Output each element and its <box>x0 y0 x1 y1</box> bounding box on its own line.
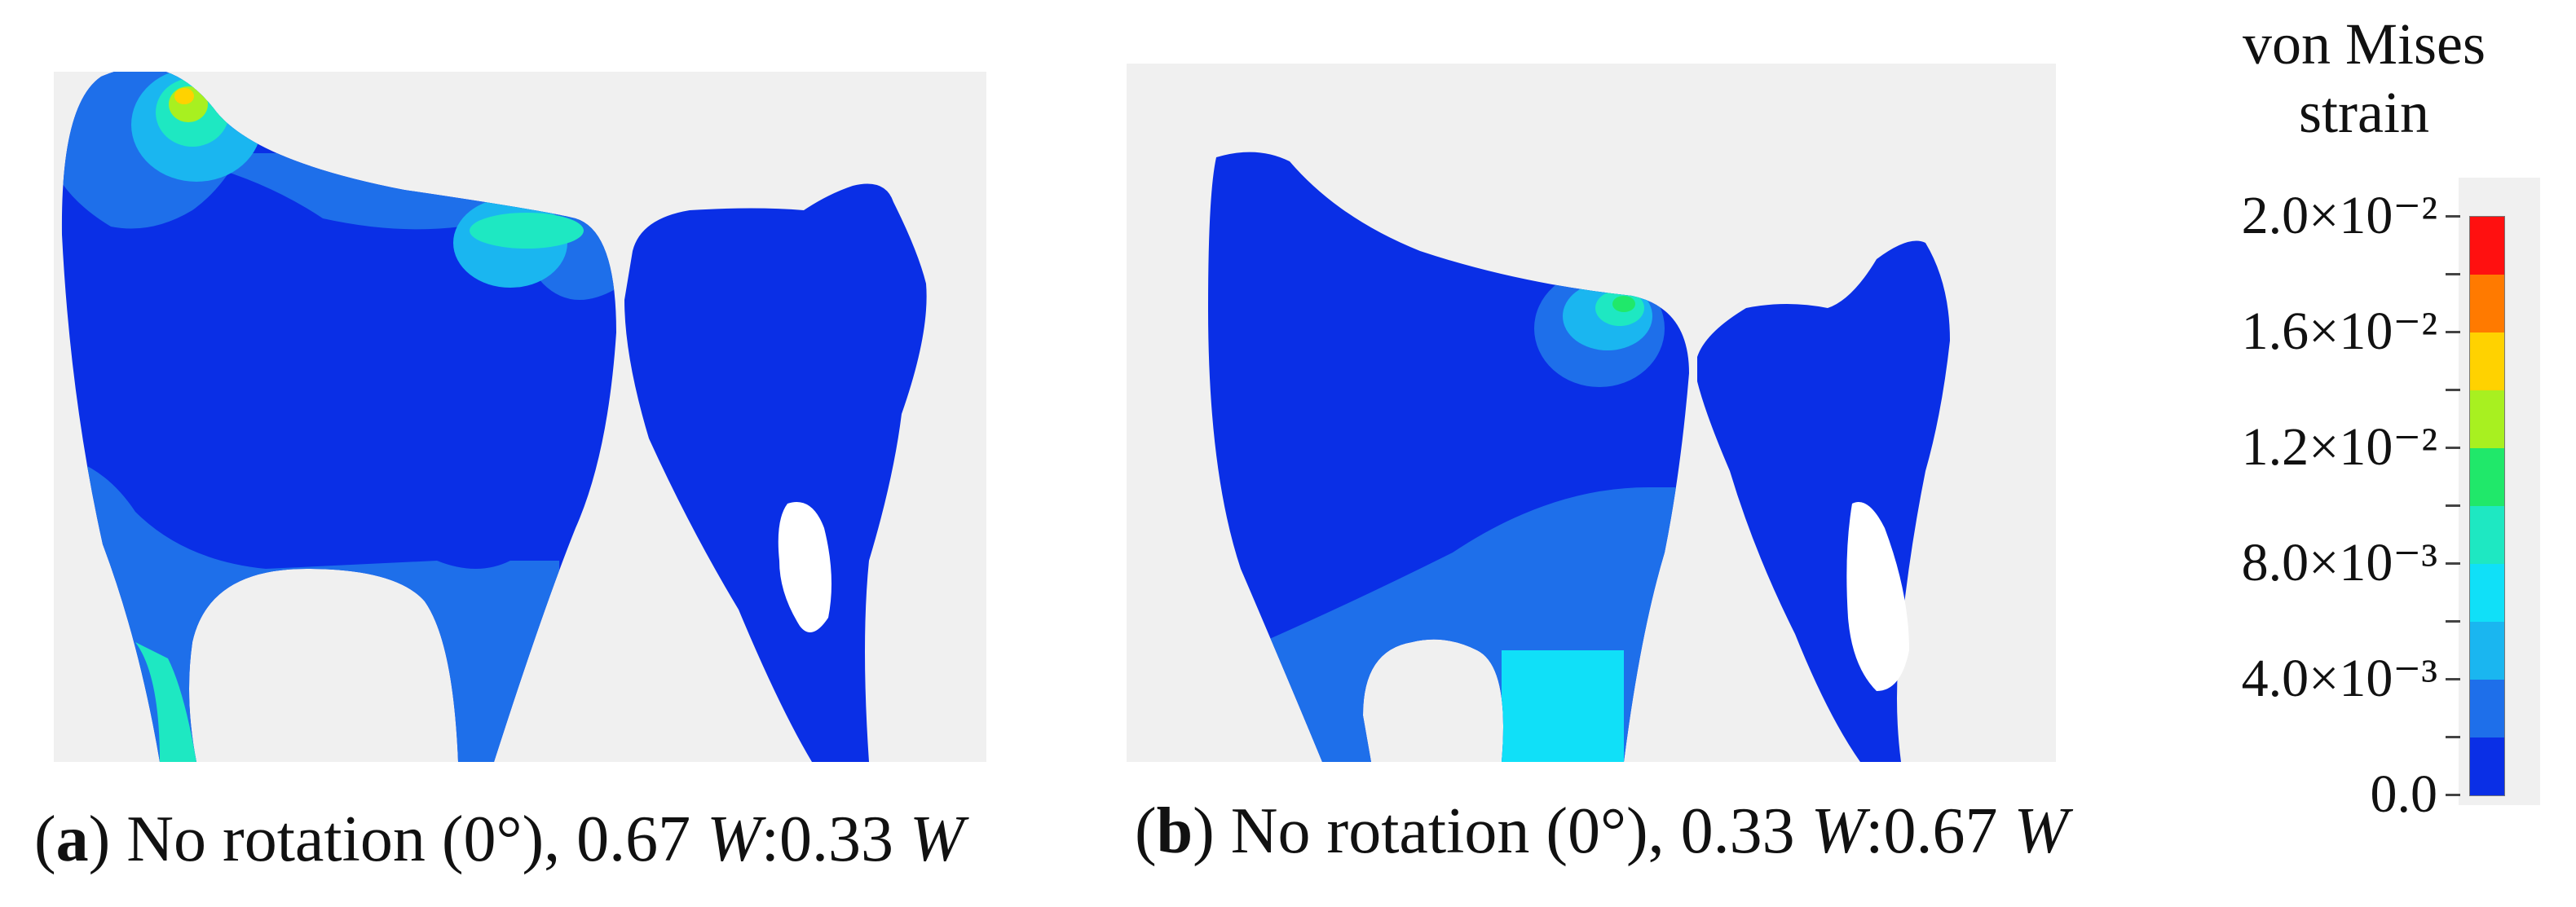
neighbor-tooth-a <box>624 183 927 762</box>
colorbar-scale <box>2469 216 2505 796</box>
colorbar-segment <box>2470 390 2504 448</box>
strain-zone-a6 <box>174 88 194 104</box>
root-canal-b <box>1846 502 1909 691</box>
caption-b: (b) No rotation (0°), 0.33 W:0.67 W <box>1135 795 2069 867</box>
legend-title: von Mises strain <box>2193 10 2535 147</box>
colorbar-ticks <box>2437 215 2462 796</box>
colorbar-tick <box>2446 389 2460 391</box>
colorbar-segment <box>2470 275 2504 332</box>
colorbar-segment <box>2470 680 2504 737</box>
contour-plot-a <box>54 72 986 762</box>
colorbar-tick <box>2446 562 2460 565</box>
colorbar-tick-label: 0.0 <box>2370 764 2438 824</box>
contour-plot-b <box>1127 64 2056 762</box>
colorbar-tick-labels: 2.0×10⁻² 1.6×10⁻² 1.2×10⁻² 8.0×10⁻³ 4.0×10⁻³… <box>2144 189 2437 821</box>
neighbor-tooth-b <box>1697 240 1950 762</box>
colorbar-segment <box>2470 622 2504 680</box>
colorbar-tick-label: 8.0×10⁻³ <box>2241 533 2437 592</box>
strain-zone-a8 <box>470 213 584 249</box>
strain-field-b <box>1208 152 1950 762</box>
colorbar-tick <box>2446 273 2460 275</box>
strain-zone-b2 <box>1502 650 1624 762</box>
root-canal-a <box>778 502 831 632</box>
colorbar-tick <box>2446 736 2460 738</box>
colorbar-tick <box>2446 620 2460 623</box>
colorbar-segment <box>2470 217 2504 275</box>
strain-zone-a10 <box>135 642 196 762</box>
colorbar-tick-label: 1.2×10⁻² <box>2241 417 2437 477</box>
colorbar-segment <box>2470 448 2504 506</box>
colorbar-segment <box>2470 332 2504 390</box>
colorbar-tick <box>2446 678 2460 680</box>
crown-base-b <box>1208 152 1689 762</box>
colorbar-tick-label: 2.0×10⁻² <box>2241 186 2437 245</box>
panel-label-a: a <box>55 804 89 875</box>
colorbar-tick-label: 4.0×10⁻³ <box>2241 649 2437 708</box>
colorbar-tick <box>2446 794 2460 796</box>
colorbar-tick-label: 1.6×10⁻² <box>2241 302 2437 361</box>
colorbar-tick <box>2446 504 2460 507</box>
strain-field-a <box>61 72 927 762</box>
colorbar-tick <box>2446 215 2460 218</box>
legend-title-line2: strain <box>2299 80 2429 145</box>
colorbar-segment <box>2470 737 2504 795</box>
caption-a: (a) No rotation (0°), 0.67 W:0.33 W <box>34 804 964 875</box>
colorbar-segment <box>2470 564 2504 622</box>
colorbar-segment <box>2470 506 2504 564</box>
colorbar-tick <box>2446 447 2460 449</box>
panel-label-b: b <box>1156 795 1193 867</box>
colorbar-tick <box>2446 331 2460 333</box>
legend-title-line1: von Mises <box>2242 11 2486 77</box>
colorbar <box>2459 178 2540 805</box>
strain-zone-b6 <box>1612 296 1635 312</box>
